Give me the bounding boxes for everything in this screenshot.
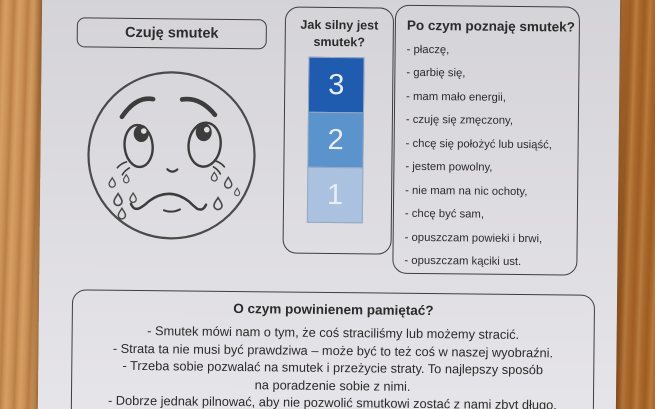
intensity-level-2: 2 [307, 111, 364, 169]
intensity-panel: Jak silny jest smutek? 3 2 1 [282, 6, 395, 255]
list-item: - opuszczam kąciki ust. [404, 255, 522, 269]
feeling-label-box: Czuję smutek [76, 17, 267, 50]
list-item: - chcę się położyć lub usiąść, [405, 137, 553, 152]
remember-title: O czym powinienem pamiętać? [233, 301, 434, 319]
intensity-level-3: 3 [307, 56, 365, 114]
worksheet-paper: Czuję smutek [37, 0, 621, 409]
intensity-level-2-value: 2 [327, 123, 344, 156]
mouth-frown [129, 192, 208, 211]
intensity-title: Jak silny jest smutek? [300, 17, 379, 49]
nose [166, 168, 179, 173]
lower-lip [162, 208, 181, 213]
list-item: - płaczę, [406, 43, 450, 57]
list-item: - opuszczam powieki i brwi, [404, 231, 543, 246]
list-item: - chcę być sam, [404, 208, 485, 222]
sad-face-illustration [87, 71, 256, 240]
list-item: - nie mam na nic ochoty, [405, 184, 528, 198]
right-eyebrow [179, 96, 218, 118]
list-item: - czuję się zmęczony, [405, 114, 514, 128]
intensity-level-1-value: 1 [326, 178, 344, 211]
signs-list: - płaczę, - garbię się, - mam mało energ… [404, 43, 567, 269]
signs-title: Po czym poznaję smutek? [406, 17, 576, 35]
left-eyebrow [119, 96, 156, 120]
remember-panel: O czym powinienem pamiętać? - Smutek mów… [70, 289, 596, 409]
left-pupil [133, 125, 149, 143]
left-eyelashes [116, 161, 131, 176]
intensity-scale: 3 2 1 [306, 56, 365, 224]
right-eye [187, 121, 222, 168]
list-item: - garbię się, [406, 67, 466, 80]
signs-panel: Po czym poznaję smutek? - płaczę, - garb… [392, 4, 581, 276]
left-eye [123, 123, 154, 169]
feeling-label: Czuję smutek [124, 24, 219, 42]
intensity-level-1: 1 [306, 166, 364, 224]
right-eyelashes [212, 160, 226, 175]
intensity-level-3-value: 3 [328, 68, 345, 101]
list-item: - jestem powolny, [405, 161, 493, 175]
list-item: - mam mało energii, [406, 90, 507, 104]
